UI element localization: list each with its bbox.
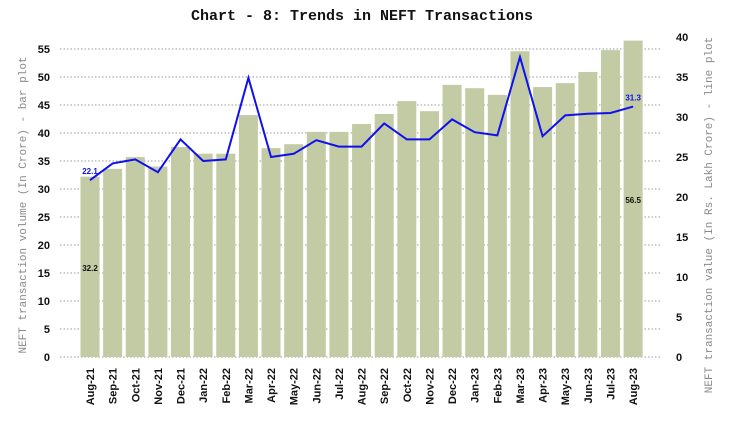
bar-Aug-21 bbox=[80, 176, 100, 357]
x-tick-label: Aug-23 bbox=[628, 368, 640, 405]
x-tick-label: Dec-21 bbox=[176, 368, 188, 404]
bar-Apr-23 bbox=[533, 87, 553, 357]
chart-title: Chart - 8: Trends in NEFT Transactions bbox=[191, 8, 533, 25]
y-axis-right-title: NEFT transaction value (In Rs. Lakh Cror… bbox=[704, 37, 716, 393]
bar-Aug-23 bbox=[623, 40, 643, 357]
y-left-tick-label: 15 bbox=[38, 268, 50, 280]
x-tick-label: Dec-22 bbox=[447, 368, 459, 404]
y-left-tick-label: 5 bbox=[44, 324, 50, 336]
x-tick-label: May-23 bbox=[560, 368, 572, 405]
bar-Oct-22 bbox=[397, 101, 417, 357]
bar-Sep-22 bbox=[374, 113, 394, 358]
x-tick-label: Jul-22 bbox=[334, 368, 346, 400]
data-label: 56.5 bbox=[625, 196, 641, 205]
bar-Aug-22 bbox=[352, 124, 372, 357]
bar-Sep-21 bbox=[103, 168, 123, 357]
data-label: 31.3 bbox=[625, 94, 641, 103]
bar-Mar-22 bbox=[238, 115, 258, 357]
bar-Jun-23 bbox=[578, 71, 598, 358]
bar-Nov-21 bbox=[148, 166, 168, 357]
y-axis-left-title: NEFT transaction volume (In Crore) - bar… bbox=[18, 56, 30, 353]
y-right-tick-label: 40 bbox=[676, 32, 688, 44]
x-tick-label: Apr-23 bbox=[538, 368, 550, 403]
x-tick-label: Jul-23 bbox=[605, 368, 617, 400]
y-right-tick-label: 30 bbox=[676, 112, 688, 124]
y-right-tick-label: 10 bbox=[676, 272, 688, 284]
y-right-tick-label: 5 bbox=[676, 312, 682, 324]
y-left-tick-label: 50 bbox=[38, 72, 50, 84]
x-tick-label: Nov-21 bbox=[153, 368, 165, 405]
x-tick-label: Feb-22 bbox=[221, 368, 233, 403]
x-tick-label: Jan-23 bbox=[470, 368, 482, 403]
x-tick-label: Aug-22 bbox=[357, 368, 369, 405]
y-left-tick-label: 45 bbox=[38, 100, 50, 112]
bar-Oct-21 bbox=[125, 157, 145, 357]
y-right-tick-label: 35 bbox=[676, 72, 688, 84]
x-tick-label: Mar-22 bbox=[243, 368, 255, 403]
bar-Dec-22 bbox=[442, 84, 462, 357]
x-tick-label: Oct-21 bbox=[130, 368, 142, 402]
y-left-tick-label: 40 bbox=[38, 128, 50, 140]
bar-Feb-23 bbox=[487, 94, 507, 358]
x-tick-label: May-22 bbox=[289, 368, 301, 405]
x-tick-label: Mar-23 bbox=[515, 368, 527, 403]
x-tick-label: Jun-22 bbox=[311, 368, 323, 403]
data-label: 22.1 bbox=[82, 167, 98, 176]
bar-Jan-23 bbox=[465, 88, 485, 357]
bar-Mar-23 bbox=[510, 51, 530, 358]
x-tick-label: Oct-22 bbox=[402, 368, 414, 402]
y-right-tick-label: 0 bbox=[676, 352, 682, 364]
bar-May-23 bbox=[555, 83, 575, 357]
x-tick-label: Sep-22 bbox=[379, 368, 391, 404]
bar-Jan-22 bbox=[193, 153, 213, 357]
x-tick-label: Apr-22 bbox=[266, 368, 278, 403]
x-tick-label: Nov-22 bbox=[424, 368, 436, 405]
bar-Apr-22 bbox=[261, 148, 281, 357]
bar-Feb-22 bbox=[216, 153, 236, 357]
y-right-tick-label: 25 bbox=[676, 152, 688, 164]
x-tick-label: Jan-22 bbox=[198, 368, 210, 403]
bar-Jul-22 bbox=[329, 131, 349, 357]
y-left-tick-label: 0 bbox=[44, 352, 50, 364]
y-left-tick-label: 25 bbox=[38, 212, 50, 224]
y-left-tick-label: 10 bbox=[38, 296, 50, 308]
x-tick-label: Aug-21 bbox=[85, 368, 97, 405]
bar-Nov-22 bbox=[419, 111, 439, 357]
bar-Jun-22 bbox=[306, 131, 326, 357]
x-tick-label: Jun-23 bbox=[583, 368, 595, 403]
y-right-tick-label: 20 bbox=[676, 192, 688, 204]
y-left-tick-label: 30 bbox=[38, 184, 50, 196]
bar-Jul-23 bbox=[600, 50, 620, 358]
data-label: 32.2 bbox=[82, 264, 98, 273]
y-right-tick-label: 15 bbox=[676, 232, 688, 244]
x-tick-label: Feb-23 bbox=[492, 368, 504, 403]
y-left-tick-label: 55 bbox=[38, 44, 50, 56]
bar-May-22 bbox=[284, 144, 304, 357]
x-tick-label: Sep-21 bbox=[108, 368, 120, 404]
y-left-tick-label: 35 bbox=[38, 156, 50, 168]
bar-Dec-21 bbox=[171, 147, 191, 357]
y-left-tick-label: 20 bbox=[38, 240, 50, 252]
